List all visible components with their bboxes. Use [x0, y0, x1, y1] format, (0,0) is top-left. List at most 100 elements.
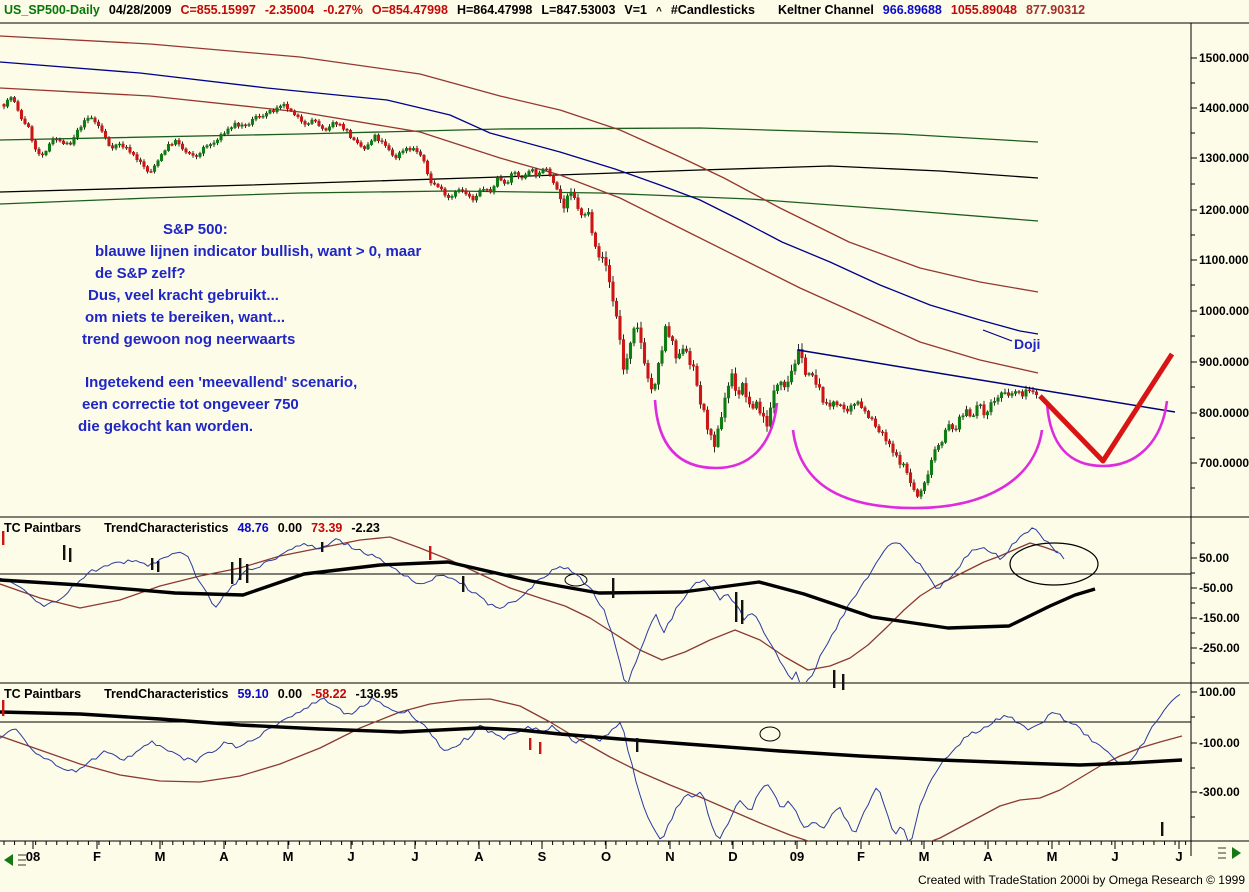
trendline-blue	[797, 349, 1176, 413]
keltner-channel-label: Keltner Channel	[777, 3, 874, 17]
doji-pointer-line	[982, 329, 1013, 342]
projection-v-red	[1038, 352, 1175, 464]
annotation-line: S&P 500:	[163, 221, 228, 238]
x-axis-month-label: M	[919, 849, 930, 864]
cup-arc-3	[1045, 400, 1169, 468]
y-axis-label: -100.00	[1199, 736, 1240, 750]
date-value: 04/28/2009	[108, 3, 172, 17]
x-axis-month-label: A	[219, 849, 229, 864]
panel1-paintbar-black	[833, 670, 836, 688]
x-axis-month-label: M	[155, 849, 166, 864]
close-value: C=855.15997	[180, 3, 256, 17]
annotation-line: Dus, veel kracht gebruikt...	[88, 287, 279, 304]
panel2-header: TC Paintbars TrendCharacteristics 59.10 …	[4, 687, 398, 701]
annotation-line: blauwe lijnen indicator bullish, want > …	[95, 243, 422, 260]
y-axis-label: 900.0000	[1199, 355, 1249, 369]
y-axis-label: 50.00	[1199, 551, 1229, 565]
panel2-indicator-label: TrendCharacteristics	[104, 687, 229, 701]
panel1-paintbar-red	[2, 531, 5, 545]
x-axis-month-label: J	[347, 849, 354, 864]
panel1-paintbar-black	[239, 558, 242, 580]
change-value: -2.35004	[264, 3, 315, 17]
panel1-paintbar-black	[462, 576, 465, 592]
panel1-value-1: 48.76	[237, 521, 269, 535]
ma-black-line	[0, 165, 1039, 193]
volume-value: V=1	[624, 3, 648, 17]
panel1-paintbar-black	[63, 545, 66, 560]
panel1-value-2: 0.00	[277, 521, 303, 535]
y-axis-label: -300.00	[1199, 785, 1240, 799]
panel2-value-2: 0.00	[277, 687, 303, 701]
panel2-paintbar-red	[539, 742, 542, 754]
x-axis-month-label: J	[1175, 849, 1182, 864]
candlestick-series	[2, 95, 1039, 500]
panel2-slow-line	[0, 698, 1183, 841]
panel1-slow-line	[0, 536, 1059, 671]
y-axis-label: 800.0000	[1199, 406, 1249, 420]
panel1-paintbar-black	[151, 558, 154, 570]
scroll-right-icon[interactable]	[1218, 847, 1241, 859]
panel1-paintbar-red	[429, 546, 432, 560]
y-axis-label: 700.0000	[1199, 456, 1249, 470]
x-axis-month-label: F	[93, 849, 101, 864]
tradestation-credit-text: Created with TradeStation 2000i by Omega…	[917, 873, 1245, 887]
panel1-signal-line	[0, 560, 1096, 630]
x-axis-month-label: D	[728, 849, 737, 864]
panel1-indicator-label: TrendCharacteristics	[104, 521, 229, 535]
open-value: O=854.47998	[371, 3, 448, 17]
cup-arc-1	[653, 399, 779, 470]
y-axis-label: 1200.000	[1199, 203, 1249, 217]
x-axis-month-label: 09	[790, 849, 804, 864]
y-axis-label: 1000.000	[1199, 304, 1249, 318]
keltner-lower-line	[0, 87, 1039, 374]
annotation-line: om niets te bereiken, want...	[85, 309, 286, 326]
panel2-paintbar-red	[529, 738, 532, 750]
series-type-label: #Candlesticks	[670, 3, 755, 17]
y-axis-label: 1300.000	[1199, 151, 1249, 165]
panel1-ellipse-annotation	[1009, 542, 1099, 586]
x-axis-month-label: S	[538, 849, 547, 864]
panel1-name-label: TC Paintbars	[4, 521, 82, 535]
y-axis-label: -250.00	[1199, 641, 1240, 655]
y-axis-label: 1500.000	[1199, 51, 1249, 65]
panel1-paintbar-black	[842, 674, 845, 690]
x-axis-month-label: J	[1111, 849, 1118, 864]
x-axis-month-label: A	[983, 849, 993, 864]
keltner-mid-value: 966.89688	[882, 3, 942, 17]
x-axis-month-label: F	[857, 849, 865, 864]
annotation-line: een correctie tot ongeveer 750	[82, 396, 299, 413]
annotation-block-analysis: S&P 500: blauwe lijnen indicator bullish…	[78, 219, 421, 351]
cup-arc-2	[791, 429, 1044, 510]
annotation-line: de S&P zelf?	[95, 265, 186, 282]
panel2-paintbar-red	[2, 700, 5, 716]
x-axis-month-label: J	[411, 849, 418, 864]
scroll-left-icon[interactable]	[4, 854, 26, 866]
chart-title-bar: US_SP500-Daily 04/28/2009 C=855.15997 -2…	[4, 3, 1085, 17]
panel2-paintbar-black	[636, 738, 639, 752]
panel2-value-3: -58.22	[311, 687, 347, 701]
caret-icon: ^	[656, 6, 662, 17]
panel2-value-4: -136.95	[355, 687, 398, 701]
panel1-fast-line	[0, 527, 1065, 682]
panel2-name-label: TC Paintbars	[4, 687, 82, 701]
panel1-value-3: 73.39	[311, 521, 343, 535]
high-value: H=864.47998	[456, 3, 533, 17]
panel1-circle-annotation	[564, 573, 588, 587]
panel1-paintbar-black	[735, 592, 738, 622]
annotation-block-scenario: Ingetekend een 'meevallend' scenario, ee…	[78, 372, 357, 438]
panel1-paintbar-black	[246, 564, 249, 583]
x-axis-month-label: O	[601, 849, 611, 864]
x-axis-month-label: M	[1047, 849, 1058, 864]
x-axis-month-label: 08	[26, 849, 40, 864]
panel1-paintbar-black	[612, 578, 615, 598]
keltner-upper-value: 1055.89048	[950, 3, 1017, 17]
symbol-label: US_SP500-Daily	[4, 3, 100, 17]
x-axis-month-label: A	[474, 849, 484, 864]
panel2-value-1: 59.10	[237, 687, 269, 701]
panel1-paintbar-black	[231, 562, 234, 584]
y-axis-label: -50.00	[1199, 581, 1233, 595]
keltner-lower-value: 877.90312	[1025, 3, 1086, 17]
panel2-circle-annotation	[759, 726, 781, 742]
panel2-paintbar-black	[1161, 822, 1164, 836]
y-axis-label: 100.00	[1199, 685, 1236, 699]
